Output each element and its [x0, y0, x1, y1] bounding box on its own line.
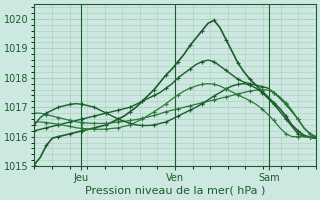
X-axis label: Pression niveau de la mer( hPa ): Pression niveau de la mer( hPa ) — [85, 186, 265, 196]
